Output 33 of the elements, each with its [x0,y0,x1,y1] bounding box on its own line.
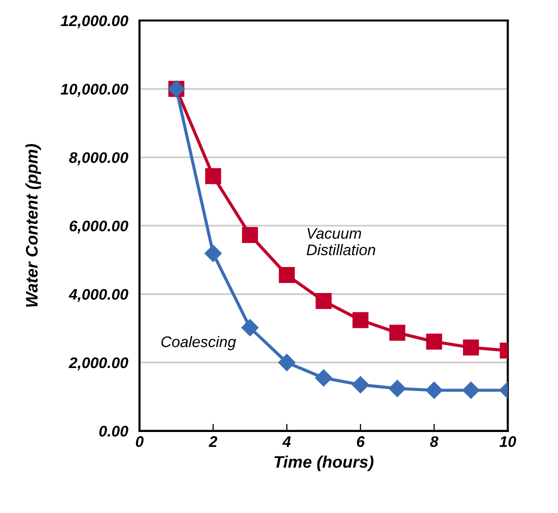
x-tick-label: 4 [282,436,291,447]
x-tick-label: 6 [356,436,365,448]
point [389,324,406,341]
y-tick-label: 4,000.00 [68,288,128,302]
x-tick-label: 10 [500,436,516,448]
point [278,354,296,372]
point [352,376,370,394]
point [462,382,480,399]
point [315,369,332,386]
series-label: Coalescing [161,336,236,350]
point [426,382,443,399]
y-tick-label: 12,000.00 [60,15,128,28]
point [316,292,332,309]
y-tick-label: 8,000.00 [69,152,128,166]
x-tick-label: 8 [430,436,438,448]
y-tick-label: 10,000.00 [60,84,128,97]
point [388,380,406,398]
point [426,334,442,350]
point [205,168,222,184]
x-tick-label: 2 [208,436,218,447]
point [278,266,295,283]
point [241,319,259,336]
point [242,226,258,243]
series-label: Vacuum Distillation [306,228,376,256]
y-tick-label: 0.00 [99,426,128,437]
y-tick-label: 6,000.00 [70,220,128,234]
y-tick-label: 2,000.00 [68,357,128,370]
x-axis-title: Time (hours) [274,456,374,472]
point [204,244,222,262]
point [352,312,368,328]
x-tick-label: 0 [136,436,144,448]
y-axis-title: Water Content (ppm) [25,144,41,307]
point [462,339,479,356]
